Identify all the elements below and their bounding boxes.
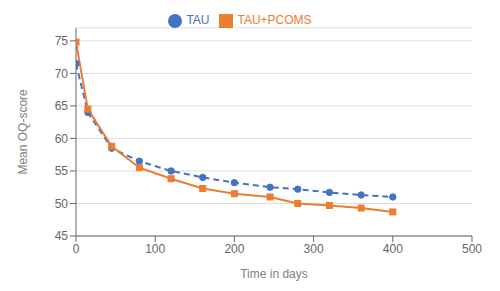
svg-text:200: 200 <box>224 242 244 256</box>
svg-text:400: 400 <box>383 242 403 256</box>
svg-text:Time in days: Time in days <box>240 267 308 281</box>
svg-text:300: 300 <box>304 242 324 256</box>
svg-text:60: 60 <box>55 132 69 146</box>
svg-text:100: 100 <box>145 242 165 256</box>
svg-text:45: 45 <box>55 229 69 243</box>
svg-text:65: 65 <box>55 99 69 113</box>
svg-text:Mean OQ-score: Mean OQ-score <box>16 89 30 175</box>
svg-text:500: 500 <box>462 242 482 256</box>
html-text:TAU: TAU <box>186 13 210 27</box>
svg-text:0: 0 <box>73 242 80 256</box>
svg-text:70: 70 <box>55 67 69 81</box>
svg-text:55: 55 <box>55 164 69 178</box>
html-text:TAU+PCOMS: TAU+PCOMS <box>237 13 312 27</box>
svg-text:50: 50 <box>55 197 69 211</box>
svg-text:75: 75 <box>55 34 69 48</box>
